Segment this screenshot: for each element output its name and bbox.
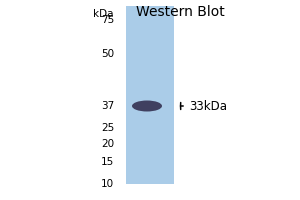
Text: 75: 75 bbox=[101, 15, 114, 25]
Text: 33kDa: 33kDa bbox=[189, 99, 227, 112]
Text: kDa: kDa bbox=[94, 9, 114, 19]
Text: 37: 37 bbox=[101, 101, 114, 111]
Ellipse shape bbox=[132, 100, 162, 112]
Bar bbox=[126, 6, 174, 184]
Text: 25: 25 bbox=[101, 123, 114, 133]
Text: 20: 20 bbox=[101, 139, 114, 149]
Text: 50: 50 bbox=[101, 49, 114, 59]
Text: Western Blot: Western Blot bbox=[136, 5, 224, 19]
Text: 10: 10 bbox=[101, 179, 114, 189]
Text: 15: 15 bbox=[101, 157, 114, 167]
